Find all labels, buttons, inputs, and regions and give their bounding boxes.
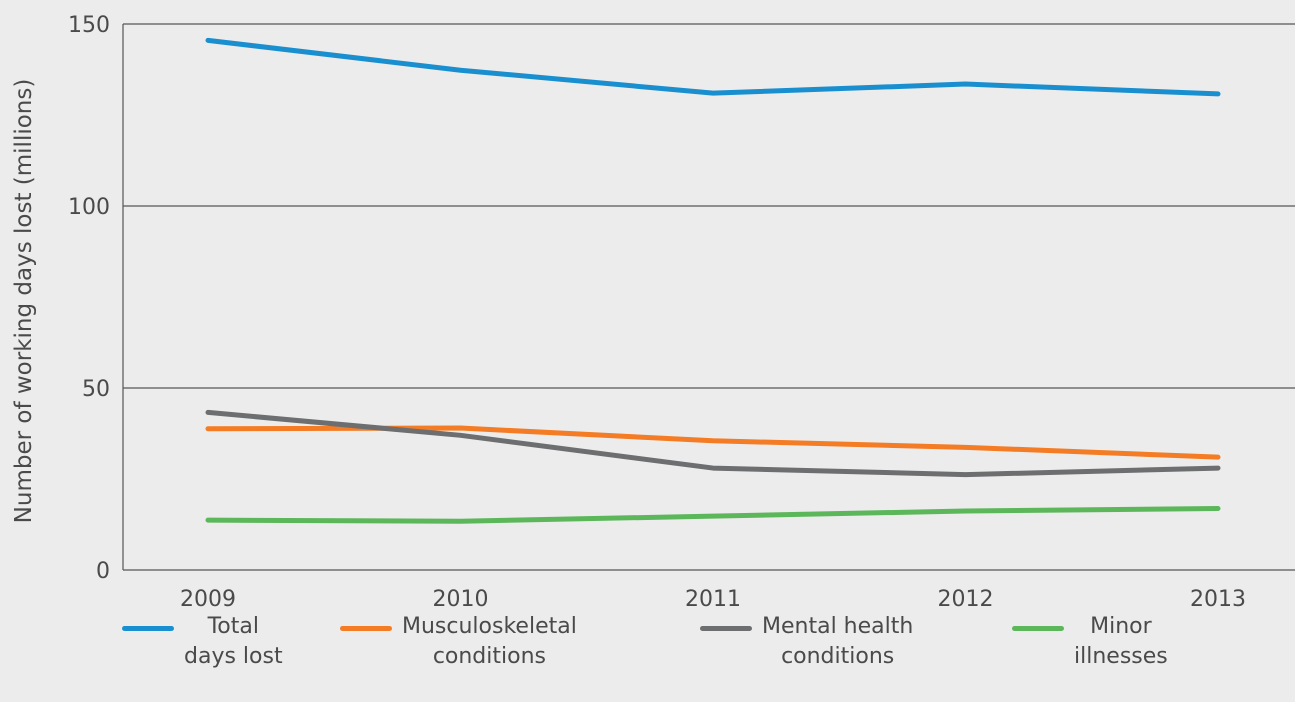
line-chart: 0 50 100 150 2009 2010 2011 2012 2013 Number of … [11,13,1295,612]
legend-label: Minor illnesses [1074,612,1168,672]
y-axis-label: Number of working days lost (millions) [11,79,37,524]
legend-label: Mental health conditions [762,612,913,672]
y-tick-label: 0 [96,559,110,584]
legend-item: Minor illnesses [1012,612,1168,672]
x-tick-label: 2012 [938,587,994,612]
series-lines [205,37,1221,524]
legend-item: Total days lost [122,612,283,672]
legend-label-line: conditions [432,644,546,669]
legend-label-line: Total [207,614,259,639]
legend-swatch [700,626,752,631]
x-tick-label: 2009 [180,587,236,612]
legend-label-line: Musculoskeletal [402,614,577,639]
y-tick-label: 150 [68,13,110,38]
x-tick-label: 2013 [1190,587,1246,612]
legend-swatch [1012,626,1064,631]
series-line-1 [205,37,1221,97]
series-line-2 [205,425,1221,460]
series-line-4 [205,505,1221,524]
legend-label: Total days lost [184,612,283,672]
legend-label-line: Mental health [762,614,914,639]
legend-swatch [122,626,174,631]
legend-label-line: Minor [1090,614,1152,639]
legend-item: Mental health conditions [700,612,913,672]
legend: Total days lost Musculoskeletal conditions M… [0,612,1295,702]
legend-item: Musculoskeletal conditions [340,612,577,672]
axes [122,24,1295,571]
x-tick-label: 2011 [685,587,741,612]
legend-swatch [340,626,392,631]
legend-label: Musculoskeletal conditions [402,612,577,672]
y-tick-label: 50 [82,377,110,402]
legend-label-line: days lost [184,644,283,669]
legend-label-line: illnesses [1074,644,1168,669]
gridlines [123,23,1295,389]
legend-label-line: conditions [781,644,895,669]
y-tick-label: 100 [68,195,110,220]
x-tick-label: 2010 [433,587,489,612]
tick-labels: 0 50 100 150 2009 2010 2011 2012 2013 [68,13,1246,612]
series-line-3 [205,409,1221,478]
